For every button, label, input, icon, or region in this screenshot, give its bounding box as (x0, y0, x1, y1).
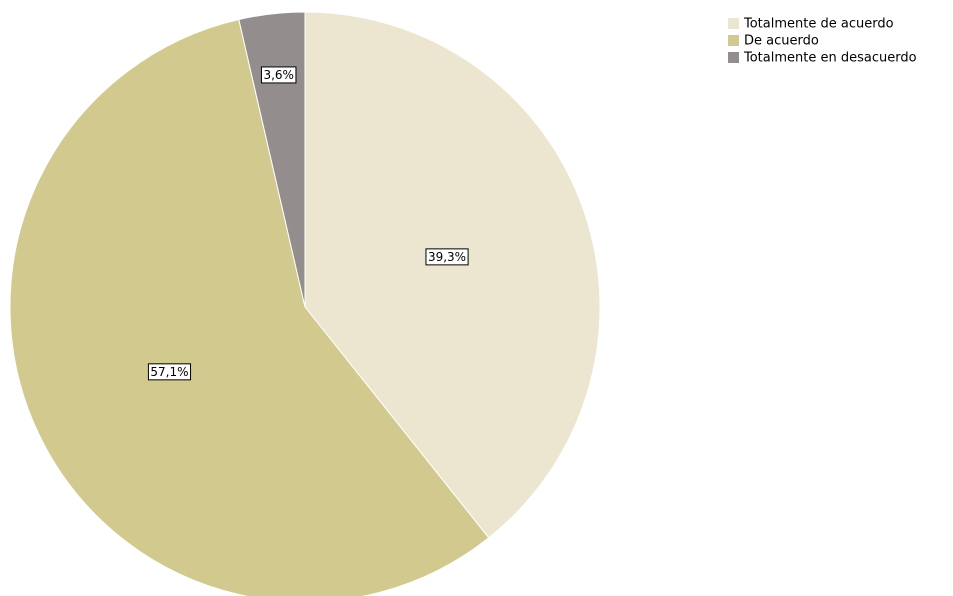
legend-swatch (728, 35, 739, 46)
data-label-box (147, 363, 192, 381)
legend-swatch (728, 18, 739, 29)
data-label: 39,3% (428, 250, 466, 264)
legend-label: Totalmente de acuerdo (743, 17, 894, 32)
data-label: 57,1% (150, 365, 188, 379)
legend: Totalmente de acuerdo De acuerdo Totalment… (728, 17, 917, 66)
data-label: 3,6% (263, 68, 294, 82)
legend-swatch (728, 52, 739, 63)
data-labels: 39,3% 57,1% 3,6% (147, 66, 469, 381)
pie-slice (238, 11, 306, 308)
legend-label: Totalmente en desacuerdo (743, 51, 917, 66)
data-label-box (425, 248, 469, 266)
pie (9, 11, 601, 596)
pie-slice (9, 18, 490, 596)
data-label-box (260, 66, 297, 84)
legend-label: De acuerdo (744, 34, 819, 49)
pie-slice (304, 11, 601, 539)
